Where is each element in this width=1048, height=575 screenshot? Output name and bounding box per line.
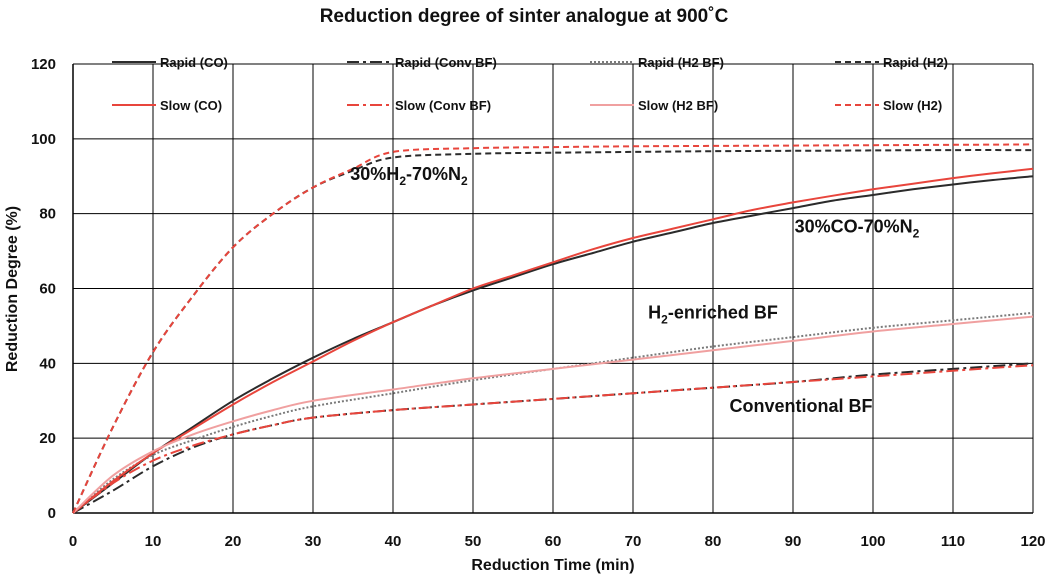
annotation: Conventional BF — [730, 396, 873, 416]
legend-label: Slow (H2) — [883, 98, 942, 113]
grid — [72, 63, 1034, 514]
x-tick-label: 120 — [1020, 533, 1045, 550]
x-tick-label: 10 — [145, 533, 162, 550]
plot-area — [72, 143, 1034, 514]
series-line-slow-conv-bf — [72, 364, 1034, 514]
y-axis-title: Reduction Degree (%) — [4, 206, 21, 372]
series-line-slow-co — [72, 167, 1034, 514]
x-tick-label: 80 — [705, 533, 722, 550]
y-tick-label: 20 — [39, 430, 56, 447]
y-tick-label: 120 — [31, 56, 56, 73]
x-tick-label: 60 — [545, 533, 562, 550]
chart-title: Reduction degree of sinter analogue at 9… — [320, 6, 729, 27]
x-axis-title: Reduction Time (min) — [471, 557, 634, 574]
x-tick-label: 100 — [860, 533, 885, 550]
legend-label: Rapid (Conv BF) — [395, 55, 497, 70]
legend-label: Slow (Conv BF) — [395, 98, 491, 113]
x-tick-label: 110 — [941, 533, 965, 550]
x-tick-label: 90 — [785, 533, 802, 550]
x-tick-label: 40 — [385, 533, 402, 550]
legend-label: Rapid (H2 BF) — [638, 55, 724, 70]
series-line-slow-h2 — [72, 143, 1034, 514]
annotation: H2-enriched BF — [648, 302, 778, 326]
tick-labels: 0 20 40 60 80 100 120 0 10 20 30 40 50 60 70 80 90 100 110… — [31, 56, 1046, 550]
y-tick-label: 100 — [31, 131, 56, 148]
y-tick-label: 40 — [39, 355, 56, 372]
y-tick-label: 0 — [48, 505, 56, 522]
y-tick-label: 60 — [39, 281, 56, 298]
legend-label: Slow (H2 BF) — [638, 98, 718, 113]
x-tick-label: 30 — [305, 533, 322, 550]
legend-label: Rapid (CO) — [160, 55, 228, 70]
x-tick-label: 50 — [465, 533, 482, 550]
x-tick-label: 0 — [69, 533, 77, 550]
legend: Rapid (CO) Rapid (Conv BF) Rapid (H2 BF) Ra… — [112, 55, 948, 113]
x-tick-label: 20 — [225, 533, 242, 550]
legend-label: Slow (CO) — [160, 98, 222, 113]
series-line-rapid-co — [72, 175, 1034, 514]
annotation: 30%CO-70%N2 — [795, 216, 920, 240]
series-line-rapid-h2-bf — [72, 311, 1034, 514]
x-tick-label: 70 — [625, 533, 642, 550]
annotation: 30%H2-70%N2 — [350, 164, 468, 188]
series-line-slow-h2-bf — [72, 315, 1034, 514]
annotations: 30%H2-70%N2 30%CO-70%N2 H2-enriched BF Conv… — [350, 164, 919, 416]
y-tick-label: 80 — [39, 206, 56, 223]
legend-label: Rapid (H2) — [883, 55, 948, 70]
